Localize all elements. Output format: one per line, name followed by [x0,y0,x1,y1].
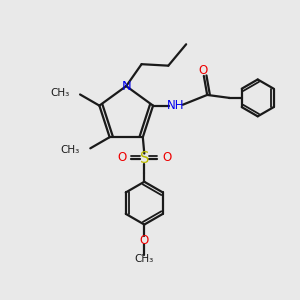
Text: CH₃: CH₃ [135,254,154,264]
Text: N: N [121,80,131,93]
Text: O: O [140,233,149,247]
Text: S: S [140,151,149,166]
Text: O: O [198,64,208,77]
Text: O: O [117,151,127,164]
Text: NH: NH [167,99,184,112]
Text: CH₃: CH₃ [61,145,80,155]
Text: CH₃: CH₃ [50,88,70,98]
Text: O: O [162,151,171,164]
